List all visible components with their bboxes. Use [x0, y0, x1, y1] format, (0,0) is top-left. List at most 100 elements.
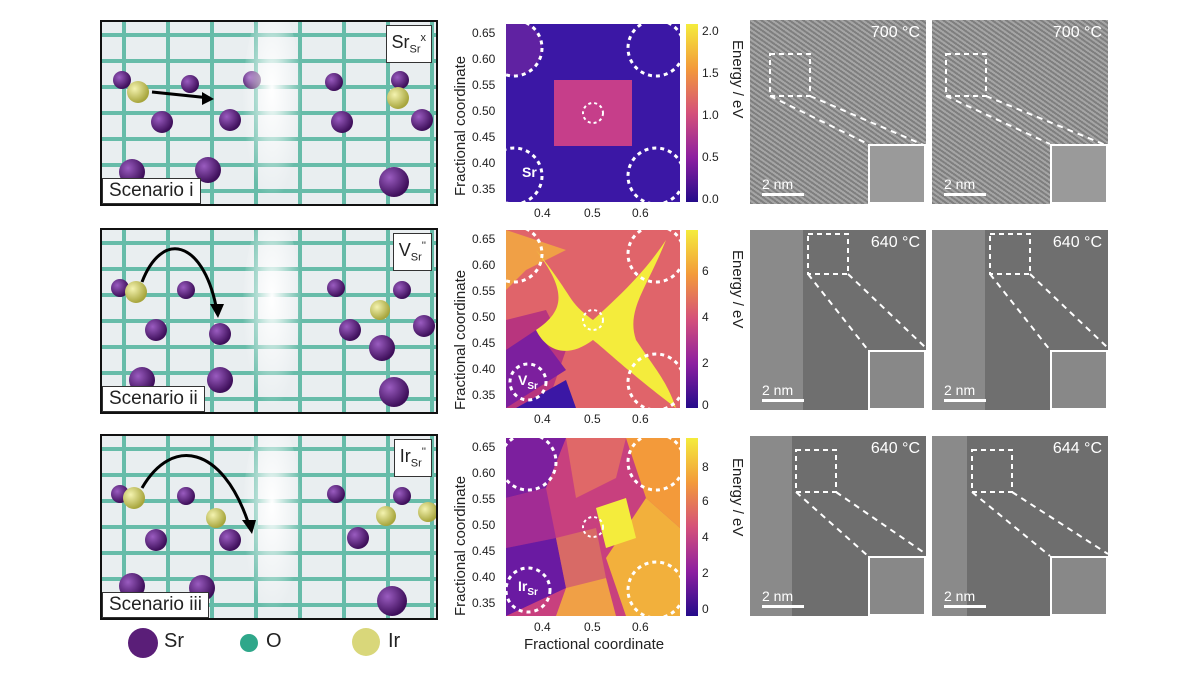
- y-tick: 0.55: [472, 78, 496, 92]
- y-axis-label: Fractional coordinate: [452, 55, 469, 196]
- y-tick: 0.60: [472, 52, 496, 66]
- x-axis-label: Fractional coordinate: [524, 636, 665, 653]
- colorbar: [686, 24, 698, 202]
- zoom-inset: [868, 144, 926, 204]
- colorbar-tick: 1.5: [702, 66, 719, 80]
- site-label: VSr: [518, 372, 538, 392]
- colorbar-tick: 2.0: [702, 24, 719, 38]
- lattice-panel-1: SrSrx Scenario i: [100, 20, 438, 206]
- x-tick: 0.6: [632, 206, 649, 220]
- colorbar: [686, 230, 698, 408]
- colorbar-label: Energy / eV: [729, 458, 746, 537]
- colorbar-tick: 6: [702, 264, 709, 278]
- tem-image: 644 °C 2 nm: [932, 436, 1108, 616]
- legend-swatch-sr: [128, 628, 158, 658]
- colorbar-tick: 2: [702, 356, 709, 370]
- x-tick: 0.5: [584, 412, 601, 426]
- zoom-inset: [868, 350, 926, 410]
- colorbar-tick: 1.0: [702, 108, 719, 122]
- zoom-inset: [1050, 144, 1108, 204]
- colorbar-tick: 0.5: [702, 150, 719, 164]
- temperature-label: 640 °C: [870, 234, 920, 251]
- zoom-inset: [868, 556, 926, 616]
- defect-tag: IrSr'': [393, 439, 432, 477]
- y-tick: 0.40: [472, 156, 496, 170]
- lattice-panel-3: IrSr'' Scenario iii: [100, 434, 438, 620]
- colorbar-label: Energy / eV: [729, 40, 746, 119]
- legend-swatch-ir: [352, 628, 380, 656]
- scale-bar: [762, 605, 804, 608]
- y-tick: 0.45: [472, 544, 496, 558]
- map-plot: VSr: [506, 230, 680, 408]
- y-tick: 0.60: [472, 466, 496, 480]
- map-plot: IrSr: [506, 438, 680, 616]
- scale-bar-label: 2 nm: [762, 588, 794, 604]
- legend-label-ir: Ir: [388, 630, 401, 652]
- y-tick: 0.60: [472, 258, 496, 272]
- scale-bar: [944, 605, 986, 608]
- y-axis-label: Fractional coordinate: [452, 269, 469, 410]
- colorbar: [686, 438, 698, 616]
- temperature-label: 700 °C: [870, 24, 920, 41]
- legend-label-o: O: [266, 630, 282, 652]
- scenario-label: Scenario i: [102, 178, 201, 204]
- colorbar-tick: 2: [702, 566, 709, 580]
- tem-image: 640 °C 2 nm: [750, 230, 926, 410]
- tem-image: 700 °C 2 nm: [750, 20, 926, 204]
- colorbar-tick: 6: [702, 494, 709, 508]
- lattice-illustration: [102, 230, 436, 412]
- x-tick: 0.5: [584, 206, 601, 220]
- lattice-illustration: [102, 436, 436, 618]
- y-tick: 0.45: [472, 130, 496, 144]
- zoom-inset: [1050, 556, 1108, 616]
- site-label: Sr: [522, 164, 537, 180]
- y-axis-label: Fractional coordinate: [452, 475, 469, 616]
- x-tick: 0.6: [632, 620, 649, 634]
- y-tick: 0.35: [472, 596, 496, 610]
- legend-label-sr: Sr: [164, 630, 184, 652]
- y-tick: 0.65: [472, 232, 496, 246]
- scenario-label: Scenario ii: [102, 386, 205, 412]
- zoom-inset: [1050, 350, 1108, 410]
- colorbar-label: Energy / eV: [729, 250, 746, 329]
- tem-image: 700 °C 2 nm: [932, 20, 1108, 204]
- y-tick: 0.35: [472, 388, 496, 402]
- temperature-label: 640 °C: [870, 440, 920, 457]
- y-tick: 0.65: [472, 26, 496, 40]
- colorbar-tick: 4: [702, 310, 709, 324]
- scenario-label: Scenario iii: [102, 592, 209, 618]
- y-tick: 0.65: [472, 440, 496, 454]
- lattice-panel-2: VSr'' Scenario ii: [100, 228, 438, 414]
- temperature-label: 640 °C: [1052, 234, 1102, 251]
- y-tick: 0.45: [472, 336, 496, 350]
- y-tick: 0.40: [472, 362, 496, 376]
- legend-swatch-o: [240, 634, 258, 652]
- x-tick: 0.4: [534, 412, 551, 426]
- scale-bar-label: 2 nm: [762, 382, 794, 398]
- scale-bar-label: 2 nm: [944, 588, 976, 604]
- scale-bar: [762, 193, 804, 196]
- x-tick: 0.4: [534, 206, 551, 220]
- y-tick: 0.40: [472, 570, 496, 584]
- scale-bar-label: 2 nm: [762, 176, 794, 192]
- tem-image: 640 °C 2 nm: [750, 436, 926, 616]
- colorbar-tick: 8: [702, 460, 709, 474]
- temperature-label: 700 °C: [1052, 24, 1102, 41]
- y-tick: 0.35: [472, 182, 496, 196]
- scale-bar: [762, 399, 804, 402]
- defect-tag: SrSrx: [385, 25, 432, 63]
- x-tick: 0.5: [584, 620, 601, 634]
- x-tick: 0.4: [534, 620, 551, 634]
- y-tick: 0.50: [472, 104, 496, 118]
- defect-tag: VSr'': [392, 233, 432, 271]
- scale-bar-label: 2 nm: [944, 382, 976, 398]
- y-tick: 0.55: [472, 284, 496, 298]
- scale-bar: [944, 399, 986, 402]
- colorbar-tick: 0: [702, 602, 709, 616]
- colorbar-tick: 0: [702, 398, 709, 412]
- scale-bar-label: 2 nm: [944, 176, 976, 192]
- scale-bar: [944, 193, 986, 196]
- colorbar-tick: 0.0: [702, 192, 719, 206]
- temperature-label: 644 °C: [1052, 440, 1102, 457]
- y-tick: 0.50: [472, 518, 496, 532]
